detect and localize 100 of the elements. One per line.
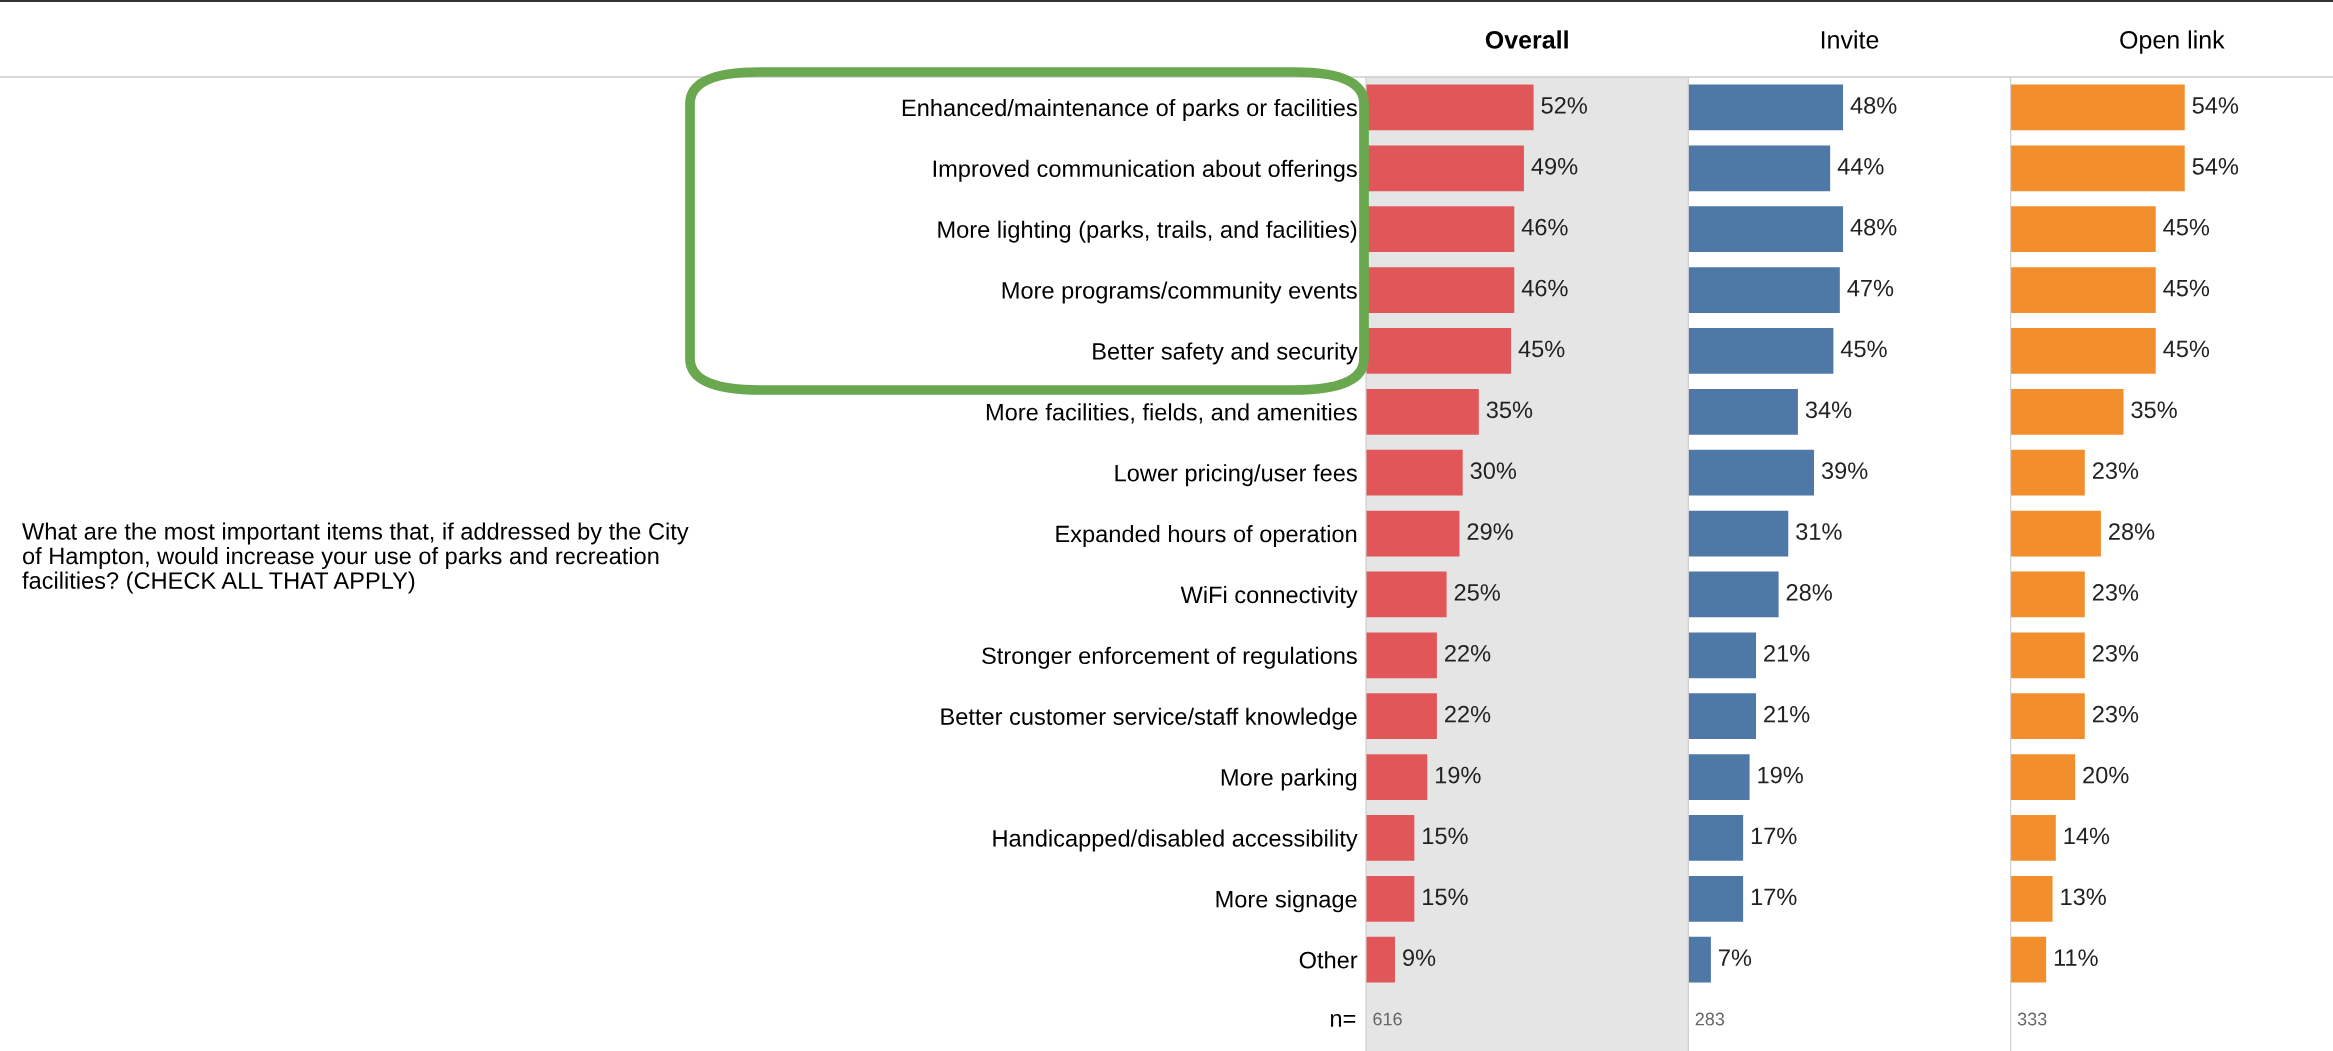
y-tick-label: Better customer service/staff knowledge bbox=[941, 707, 1357, 730]
bar bbox=[1688, 267, 1840, 313]
bar bbox=[1366, 388, 1479, 435]
text: n= bbox=[1330, 1013, 1356, 1027]
data-label: 15% bbox=[1423, 888, 1468, 906]
data-label: 21% bbox=[1764, 705, 1810, 723]
data-label: 20% bbox=[2083, 766, 2129, 784]
bar bbox=[2010, 815, 2056, 861]
bar bbox=[1366, 936, 1396, 983]
data-label: 39% bbox=[1821, 462, 1868, 480]
bar bbox=[1366, 632, 1437, 679]
chart-title: Invite bbox=[1821, 30, 1879, 49]
data-label: 35% bbox=[1486, 401, 1533, 419]
bar bbox=[1366, 267, 1515, 313]
bar bbox=[1366, 510, 1460, 557]
data-label: 19% bbox=[1758, 766, 1803, 784]
bar bbox=[1688, 388, 1798, 435]
bar bbox=[2010, 936, 2047, 983]
data-label: 23% bbox=[2092, 644, 2139, 662]
y-tick-label: More lighting (parks, trails, and facilities) bbox=[938, 220, 1357, 243]
data-label: 45% bbox=[1840, 340, 1887, 358]
data-label: 34% bbox=[1805, 401, 1852, 419]
data-label: 13% bbox=[2061, 888, 2106, 906]
bar bbox=[1688, 693, 1757, 740]
bar bbox=[2010, 875, 2053, 922]
y-tick-label: Lower pricing/user fees bbox=[1115, 464, 1357, 487]
bar bbox=[1366, 206, 1515, 253]
y-tick-label: More facilities, fields, and amenities bbox=[986, 403, 1357, 424]
bar bbox=[1688, 632, 1757, 679]
bar bbox=[1366, 815, 1415, 861]
data-label: 17% bbox=[1751, 888, 1797, 906]
data-label: 54% bbox=[2192, 97, 2239, 114]
data-label: 45% bbox=[1518, 340, 1565, 358]
bar bbox=[2010, 754, 2076, 800]
bar bbox=[2010, 267, 2156, 313]
bar bbox=[1688, 449, 1815, 496]
data-label: 52% bbox=[1541, 97, 1587, 114]
data-label: 48% bbox=[1850, 97, 1897, 114]
text: What are the most important items that, if addressed by the City of Hampton, would increase your use of parks and recreation facilities? (CHECK ALL THAT APPLY) bbox=[22, 522, 689, 594]
bar bbox=[1688, 328, 1834, 374]
data-label: 23% bbox=[2092, 705, 2139, 723]
y-tick-label: More parking bbox=[1221, 768, 1357, 791]
data-label: 44% bbox=[1837, 158, 1884, 175]
bar bbox=[1366, 449, 1463, 496]
bar bbox=[1688, 510, 1789, 557]
chart-title: Overall bbox=[1485, 30, 1568, 49]
text: 333 bbox=[2017, 1012, 2047, 1026]
bar bbox=[2010, 388, 2124, 435]
data-label: 21% bbox=[1764, 644, 1810, 662]
bar bbox=[1366, 754, 1428, 800]
data-label: 49% bbox=[1531, 157, 1578, 175]
y-tick-label: Handicapped/disabled accessibility bbox=[993, 829, 1358, 852]
data-label: 47% bbox=[1847, 279, 1894, 297]
data-label: 45% bbox=[2163, 279, 2210, 297]
data-label: 14% bbox=[2064, 827, 2110, 845]
data-label: 48% bbox=[1850, 218, 1897, 236]
data-label: 22% bbox=[1445, 644, 1491, 662]
bar bbox=[1688, 206, 1844, 253]
bar bbox=[1688, 145, 1831, 192]
bar bbox=[1688, 754, 1750, 800]
data-label: 17% bbox=[1751, 827, 1797, 845]
bar bbox=[2010, 449, 2085, 496]
text: 283 bbox=[1695, 1012, 1725, 1026]
data-label: 7% bbox=[1719, 949, 1752, 966]
bar bbox=[1366, 145, 1524, 192]
bar bbox=[2010, 693, 2085, 740]
y-tick-label: More programs/community events bbox=[1002, 281, 1357, 304]
bar bbox=[2010, 206, 2156, 253]
bar bbox=[1366, 693, 1437, 740]
data-label: 22% bbox=[1445, 705, 1491, 723]
data-label: 23% bbox=[2092, 462, 2139, 480]
bar bbox=[1688, 815, 1744, 861]
bar bbox=[2010, 571, 2085, 618]
data-label: 19% bbox=[1435, 766, 1481, 784]
y-tick-label: Improved communication about offerings bbox=[933, 159, 1357, 182]
data-label: 11% bbox=[2054, 949, 2098, 966]
bar bbox=[1366, 328, 1512, 374]
bar bbox=[1688, 875, 1744, 922]
data-label: 45% bbox=[2163, 340, 2210, 358]
data-label: 28% bbox=[1786, 584, 1832, 601]
bar bbox=[1366, 875, 1415, 922]
y-tick-label: Expanded hours of operation bbox=[1056, 525, 1357, 548]
data-label: 29% bbox=[1467, 523, 1513, 540]
bar bbox=[2010, 510, 2101, 557]
bar bbox=[2010, 84, 2185, 131]
y-tick-label: WiFi connectivity bbox=[1180, 585, 1358, 608]
data-label: 45% bbox=[2163, 218, 2210, 236]
data-label: 35% bbox=[2131, 401, 2177, 419]
y-tick-label: Enhanced/maintenance of parks or facilities bbox=[902, 98, 1357, 121]
data-label: 28% bbox=[2109, 523, 2155, 540]
data-label: 30% bbox=[1470, 462, 1517, 480]
bar bbox=[1366, 571, 1447, 618]
data-label: 25% bbox=[1454, 584, 1500, 601]
bar bbox=[1688, 936, 1711, 983]
y-tick-label: More signage bbox=[1216, 890, 1357, 913]
bar bbox=[1688, 84, 1844, 131]
y-tick-label: Other bbox=[1299, 951, 1358, 969]
data-label: 15% bbox=[1423, 827, 1468, 845]
data-label: 46% bbox=[1521, 218, 1568, 236]
y-tick-label: Stronger enforcement of regulations bbox=[982, 646, 1357, 669]
